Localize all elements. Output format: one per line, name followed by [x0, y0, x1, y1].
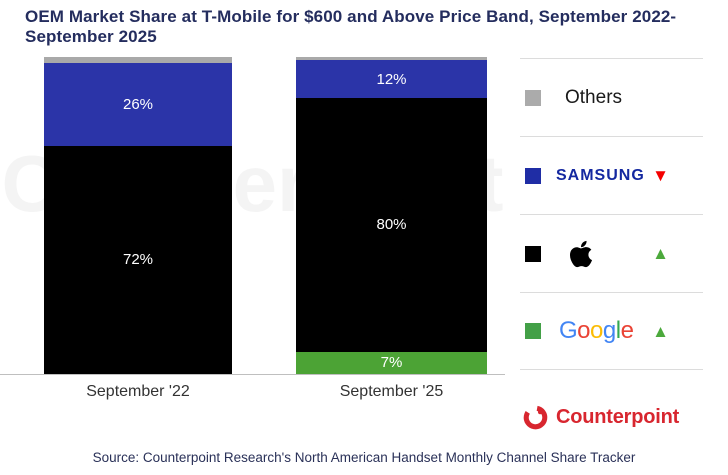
google-swatch-icon: [525, 323, 541, 339]
segment-value-label: 7%: [380, 354, 403, 372]
legend-item-others: Others: [520, 58, 703, 136]
legend-label-others: Others: [565, 86, 623, 108]
segment-value-label: 72%: [122, 251, 154, 269]
trend-up-icon: ▲: [652, 321, 669, 341]
google-logo: Google: [559, 317, 634, 344]
segment-value-label: 26%: [122, 96, 154, 114]
legend: Others SAMSUNG ▼ ▲ Google ▲: [520, 58, 703, 370]
counterpoint-logo: Counterpoint: [522, 404, 679, 431]
legend-item-apple: ▲: [520, 214, 703, 292]
bar-segment-others: [44, 57, 232, 64]
segment-value-label: 80%: [376, 216, 407, 234]
trend-down-icon: ▼: [652, 166, 669, 185]
bar-segment-others: [296, 57, 487, 61]
x-axis-line: [0, 374, 505, 375]
trend-up-icon: ▲: [652, 244, 669, 263]
bar-segment-apple: 80%: [296, 98, 487, 352]
bar-chart: 26% 72% 12% 80% 7%: [0, 57, 505, 374]
legend-item-samsung: SAMSUNG ▼: [520, 136, 703, 214]
segment-value-label: 12%: [376, 70, 407, 88]
samsung-logo: SAMSUNG: [556, 166, 645, 184]
x-axis-label-september-22: September '22: [86, 383, 190, 400]
apple-logo-icon: [569, 239, 593, 269]
bar-september-22: 26% 72%: [44, 57, 232, 374]
bar-september-25: 12% 80% 7%: [296, 57, 487, 374]
x-axis-label-september-25: September '25: [339, 383, 444, 400]
others-swatch-icon: [525, 89, 541, 106]
page-title: OEM Market Share at T-Mobile for $600 an…: [25, 7, 677, 46]
bar-segment-google: 7%: [296, 351, 487, 374]
counterpoint-logo-icon: [522, 404, 549, 431]
source-caption: Source: Counterpoint Research's North Am…: [92, 450, 636, 465]
bar-segment-samsung: 26%: [44, 63, 232, 146]
apple-swatch-icon: [525, 245, 541, 262]
samsung-swatch-icon: [525, 167, 541, 184]
bar-segment-samsung: 12%: [296, 60, 487, 99]
bar-segment-apple: 72%: [44, 145, 232, 374]
counterpoint-logo-text: Counterpoint: [556, 406, 680, 428]
legend-item-google: Google ▲: [520, 292, 703, 370]
